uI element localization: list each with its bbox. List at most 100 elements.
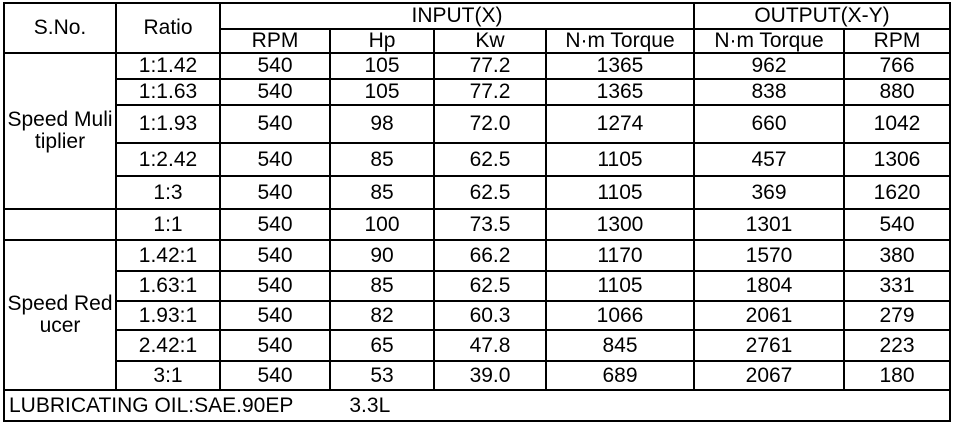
data-cell: 98 [329, 104, 435, 145]
data-cell: 66.2 [433, 239, 547, 273]
table-row: Speed Mulitiplier 1:1.42 540 105 77.2 13… [3, 52, 952, 211]
data-cell: 100 [329, 208, 435, 242]
data-cell: 77.2 [433, 78, 547, 107]
header-input-kw: Kw [433, 27, 547, 55]
table-row: 1.63:1 540 85 62.5 1105 1804 331 [4, 270, 952, 303]
table-row: 3:1 540 53 39.0 689 2067 180 [4, 360, 952, 392]
ratio-cell: 1.42:1 [115, 239, 221, 273]
data-cell: 1365 [545, 52, 695, 81]
data-cell: 53 [329, 360, 435, 392]
data-cell: 689 [545, 360, 695, 392]
data-cell: 223 [842, 329, 952, 363]
data-cell: 1804 [693, 270, 845, 303]
ratio-cell: 1:1.42 [115, 52, 221, 81]
table-row: 1:2.42 540 85 62.5 1105 457 1306 [4, 142, 952, 178]
header-input-torque: N·m Torque [545, 27, 695, 55]
data-cell: 331 [842, 270, 952, 303]
data-cell: 540 [219, 52, 331, 81]
ratio-cell: 1.63:1 [115, 270, 221, 303]
data-cell: 62.5 [433, 175, 547, 211]
data-cell: 880 [842, 78, 952, 107]
data-cell: 2761 [693, 329, 845, 363]
data-cell: 90 [329, 239, 435, 273]
data-cell: 1301 [693, 208, 845, 242]
data-cell: 62.5 [433, 270, 547, 303]
lubricating-oil-note: LUBRICATING OIL:SAE.90EP 3.3L [2, 389, 952, 423]
data-cell: 85 [329, 142, 435, 178]
ratio-cell: 1.93:1 [115, 300, 221, 332]
data-cell: 1042 [842, 104, 952, 145]
data-cell: 1066 [545, 300, 695, 332]
data-cell: 39.0 [433, 360, 547, 392]
data-cell: 1300 [545, 208, 695, 242]
header-ratio: Ratio [115, 1, 221, 55]
data-cell: 73.5 [433, 208, 547, 242]
data-cell: 1105 [545, 142, 695, 178]
ratio-cell: 1:2.42 [115, 142, 221, 178]
data-cell: 540 [219, 175, 331, 211]
header-sno: S.No. [3, 1, 117, 55]
data-cell: 1620 [842, 175, 952, 211]
ratio-cell: 1:1.63 [115, 78, 221, 107]
ratio-cell: 1:1 [115, 208, 221, 242]
group-label-reducer: Speed Reducer [3, 239, 117, 392]
table-row: 1:1.93 540 98 72.0 1274 660 1042 [4, 104, 952, 145]
data-cell: 540 [219, 142, 331, 178]
table-row: 1.93:1 540 82 60.3 1066 2061 279 [4, 300, 952, 332]
header-input-hp: Hp [329, 27, 435, 55]
data-cell: 369 [693, 175, 845, 211]
data-cell: 540 [219, 239, 331, 273]
data-cell: 2061 [693, 300, 845, 332]
data-cell: 838 [693, 78, 845, 107]
data-cell: 62.5 [433, 142, 547, 178]
group-label-multiplier: Speed Mulitiplier [3, 52, 117, 211]
data-cell: 540 [219, 300, 331, 332]
data-cell: 540 [219, 104, 331, 145]
header-input-group: INPUT(X) [219, 2, 695, 30]
ratio-cell: 3:1 [115, 360, 221, 392]
data-cell: 77.2 [433, 52, 547, 81]
ratio-cell: 1:1.93 [115, 104, 221, 145]
data-cell: 540 [842, 208, 952, 242]
data-cell: 60.3 [433, 300, 547, 332]
table-row: 2.42:1 540 65 47.8 845 2761 223 [4, 329, 952, 363]
data-cell: 380 [842, 239, 952, 273]
table-row: 1:3 540 85 62.5 1105 369 1620 [4, 175, 952, 211]
data-cell: 540 [219, 208, 331, 242]
data-cell: 1365 [545, 78, 695, 107]
ratio-cell: 2.42:1 [115, 329, 221, 363]
table-row: Speed Reducer 1.42:1 540 90 66.2 1170 15… [3, 239, 952, 392]
header-output-rpm: RPM [842, 27, 952, 55]
data-cell: 540 [219, 329, 331, 363]
data-cell: 540 [219, 270, 331, 303]
footer-value: 3.3L [349, 393, 391, 417]
data-cell: 85 [329, 270, 435, 303]
data-cell: 845 [545, 329, 695, 363]
data-cell: 660 [693, 104, 845, 145]
footer-label: LUBRICATING OIL:SAE.90EP [9, 393, 294, 417]
ratio-cell: 1:3 [115, 175, 221, 211]
data-cell: 279 [842, 300, 952, 332]
data-cell: 540 [219, 360, 331, 392]
data-cell: 72.0 [433, 104, 547, 145]
data-cell: 1570 [693, 239, 845, 273]
group-label-empty [3, 208, 117, 242]
header-row-top: S.No. Ratio INPUT(X) OUTPUT(X-Y) [3, 1, 952, 55]
data-cell: 766 [842, 52, 952, 81]
data-cell: 105 [329, 78, 435, 107]
data-cell: 47.8 [433, 329, 547, 363]
table-row: 1:1 540 100 73.5 1300 1301 540 [3, 208, 952, 242]
header-row-sub: RPM Hp Kw N·m Torque N·m Torque RPM [4, 27, 952, 55]
footer-row: LUBRICATING OIL:SAE.90EP 3.3L [2, 389, 952, 423]
data-cell: 962 [693, 52, 845, 81]
data-cell: 65 [329, 329, 435, 363]
data-cell: 1274 [545, 104, 695, 145]
data-cell: 457 [693, 142, 845, 178]
data-cell: 180 [842, 360, 952, 392]
header-input-rpm: RPM [219, 27, 331, 55]
header-output-torque: N·m Torque [693, 27, 845, 55]
data-cell: 1105 [545, 270, 695, 303]
data-cell: 82 [329, 300, 435, 332]
